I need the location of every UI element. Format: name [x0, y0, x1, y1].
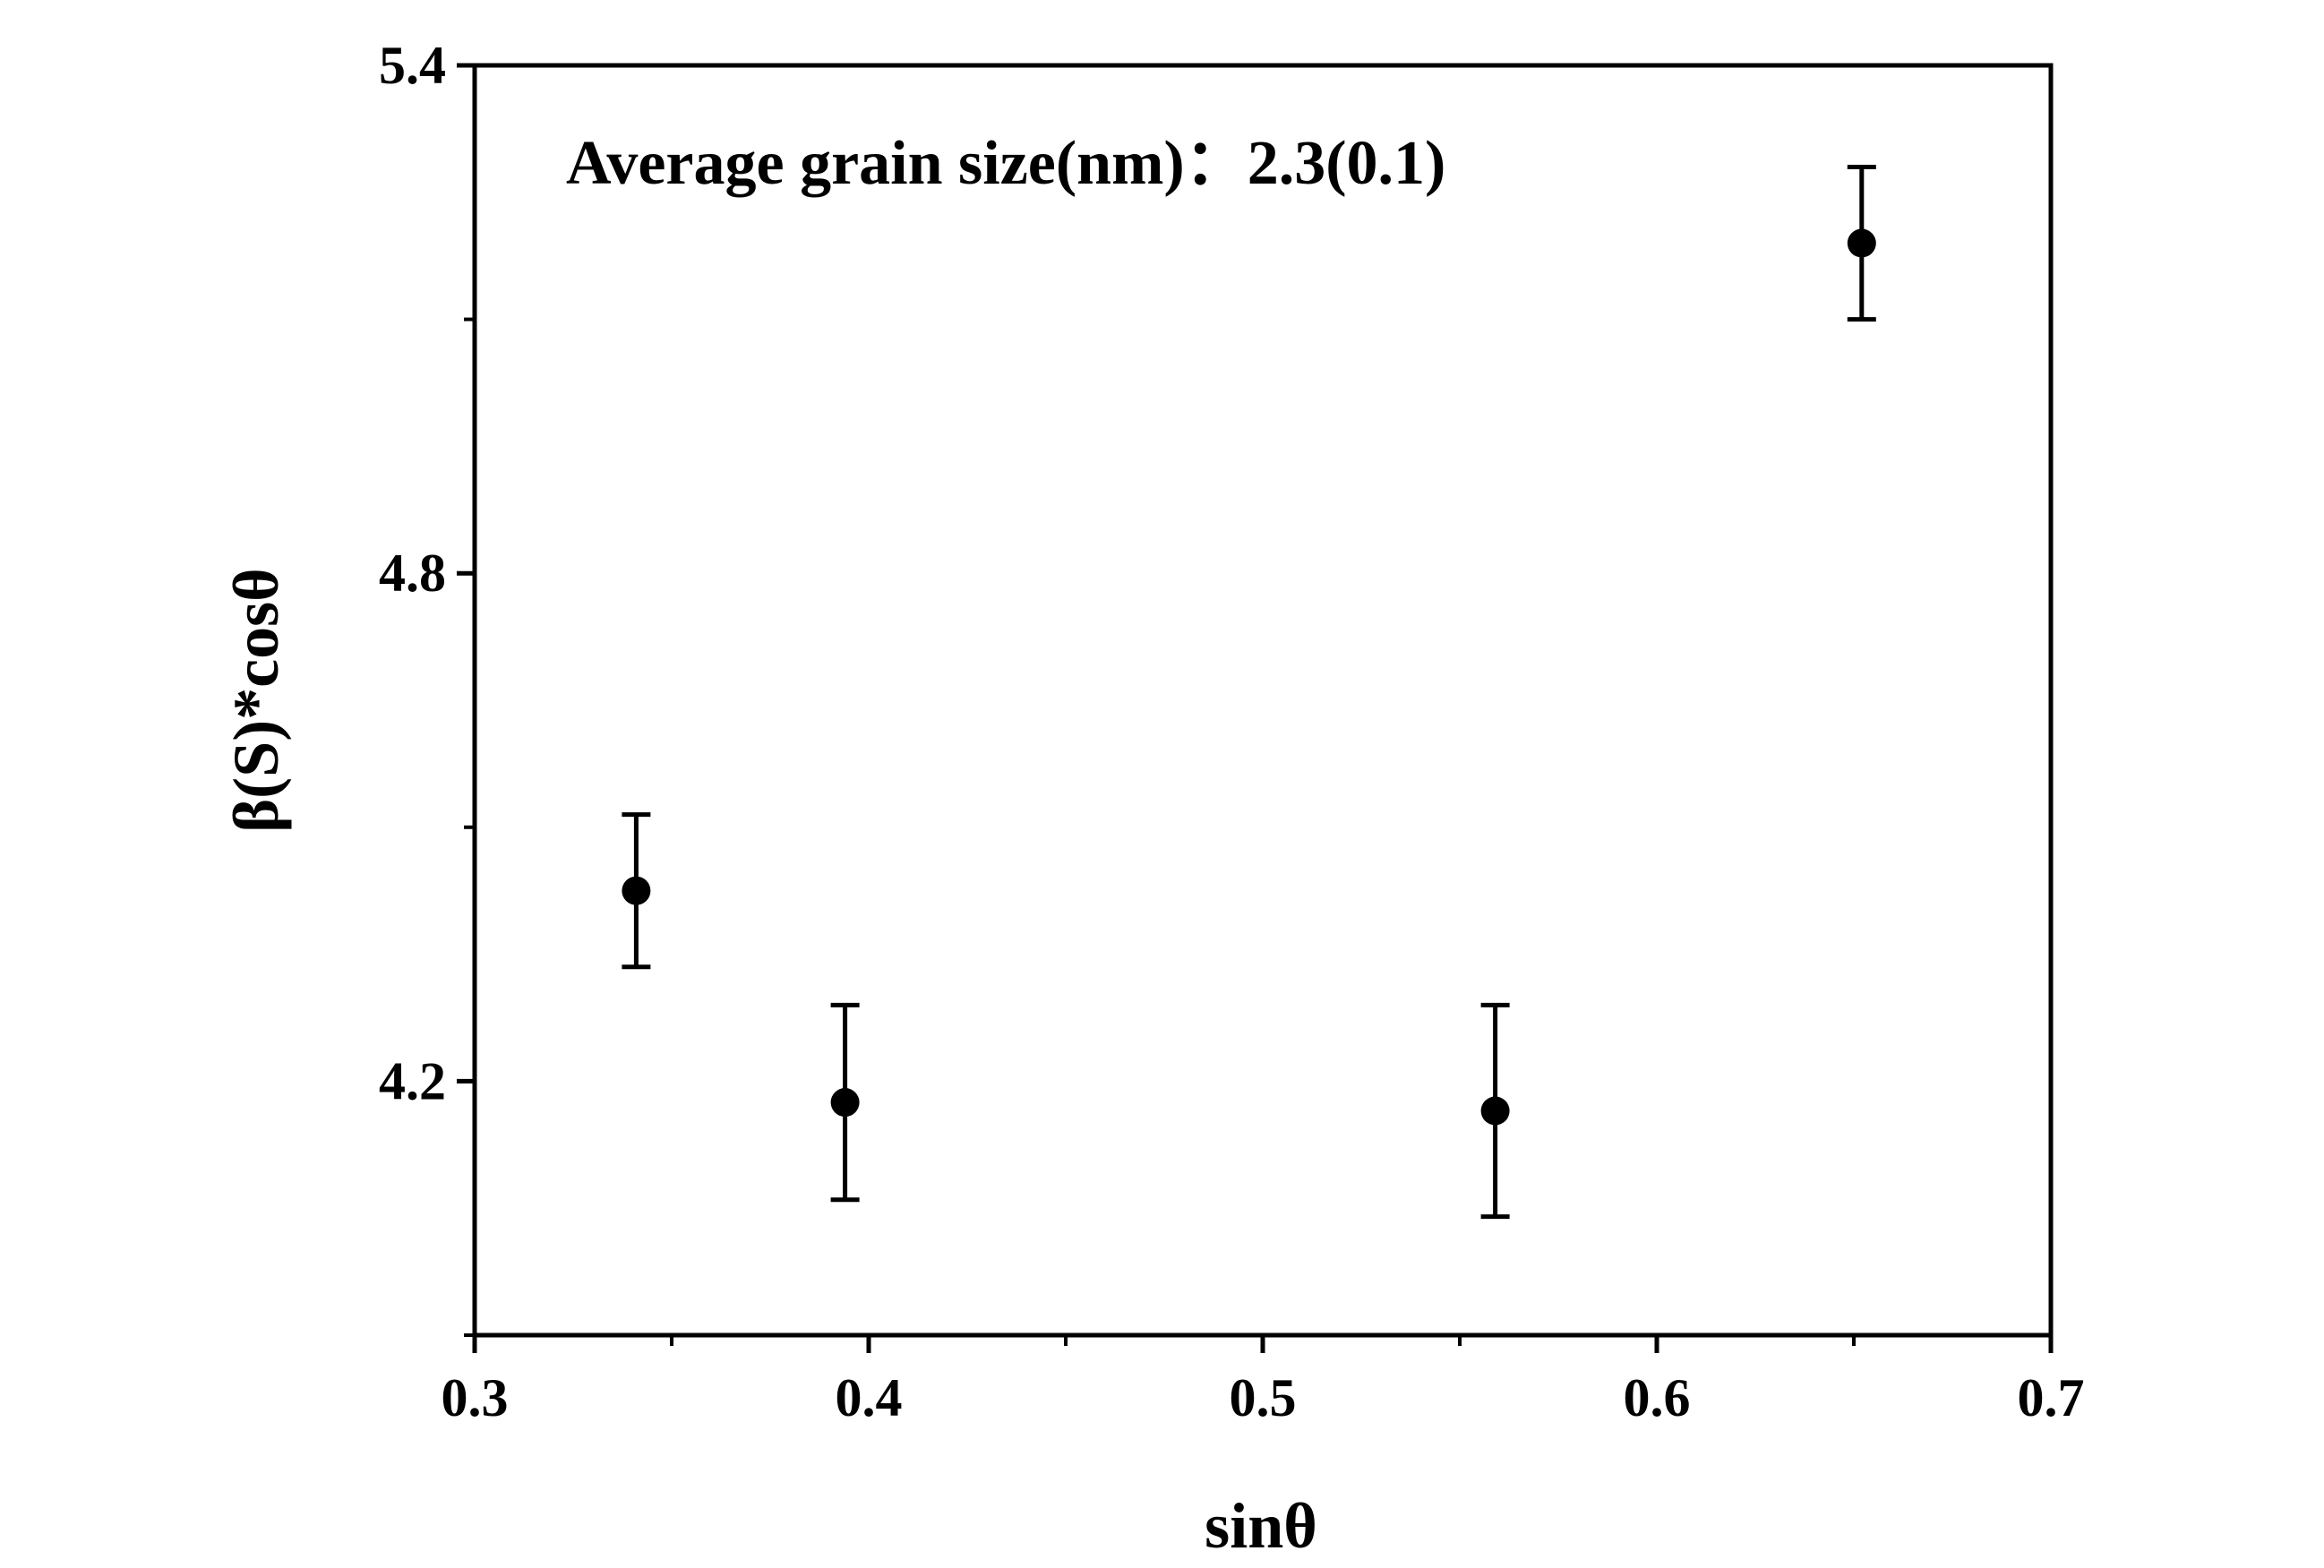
plot-frame: [472, 63, 2054, 1338]
point-marker: [622, 876, 651, 905]
x-tick-label: 0.7: [2018, 1368, 2085, 1427]
annotation: Average grain size(nm)：2.3(0.1): [566, 129, 1445, 198]
y-axis-ticks: 4.2 4.8 5.4: [379, 36, 475, 1337]
data-points: [622, 164, 1876, 1220]
point-marker: [830, 1088, 860, 1118]
x-axis-ticks: 0.3 0.4 0.5 0.6 0.7: [442, 1335, 2085, 1427]
point-marker: [1847, 228, 1876, 258]
data-point: [1847, 164, 1876, 322]
point-marker: [1480, 1096, 1510, 1126]
data-point: [1480, 1002, 1510, 1220]
y-tick-label: 4.2: [379, 1051, 446, 1110]
data-point: [622, 812, 651, 970]
data-point: [830, 1002, 860, 1203]
y-tick-label: 5.4: [379, 36, 446, 95]
x-tick-label: 0.6: [1624, 1368, 1691, 1427]
y-tick-label: 4.8: [379, 544, 446, 603]
x-tick-label: 0.3: [442, 1368, 509, 1427]
y-axis-title: β(S)*cosθ: [220, 568, 292, 833]
x-axis-title: sinθ: [1205, 1490, 1317, 1562]
x-tick-label: 0.4: [836, 1368, 903, 1427]
x-tick-label: 0.5: [1230, 1368, 1297, 1427]
